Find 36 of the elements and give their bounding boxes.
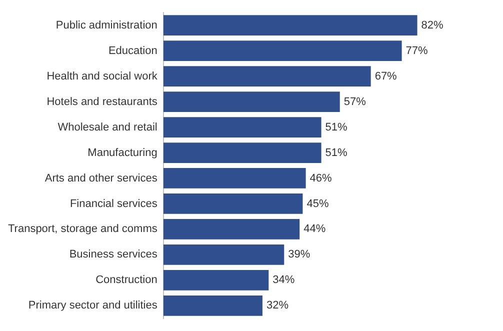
y-tick-label: Manufacturing	[88, 146, 158, 159]
data-label: 77%	[406, 44, 428, 57]
bar	[163, 244, 284, 265]
bar	[163, 40, 402, 62]
bar	[163, 270, 269, 290]
data-label: 39%	[288, 248, 310, 261]
data-label: 46%	[310, 172, 332, 184]
data-label: 51%	[325, 146, 348, 159]
data-label: 82%	[421, 19, 444, 32]
y-tick-label: Business services	[69, 248, 158, 261]
bar	[163, 66, 371, 86]
data-label: 67%	[374, 70, 398, 82]
data-label: 45%	[306, 198, 329, 210]
bar	[163, 142, 322, 163]
y-tick-label: Hotels and restaurants	[46, 96, 158, 108]
bar	[163, 219, 300, 240]
bar	[163, 194, 303, 214]
y-tick-label: Transport, storage and comms	[8, 223, 158, 236]
y-tick-label: Financial services	[70, 198, 158, 210]
data-label: 51%	[325, 121, 348, 134]
data-label: 32%	[266, 300, 289, 312]
data-label: 44%	[304, 223, 326, 236]
y-tick-label: Public administration	[56, 19, 158, 32]
bar	[163, 92, 340, 112]
y-tick-label: Primary sector and utilities	[28, 300, 158, 312]
bar	[163, 168, 306, 188]
data-label: 34%	[272, 274, 295, 286]
y-tick-label: Construction	[96, 274, 158, 286]
y-tick-label: Arts and other services	[44, 172, 158, 184]
bar	[163, 295, 262, 316]
bar	[163, 15, 418, 36]
bar	[163, 117, 322, 138]
y-tick-label: Health and social work	[46, 70, 158, 82]
y-tick-label: Wholesale and retail	[58, 121, 158, 134]
data-label: 57%	[344, 96, 366, 108]
y-tick-label: Education	[108, 44, 158, 57]
